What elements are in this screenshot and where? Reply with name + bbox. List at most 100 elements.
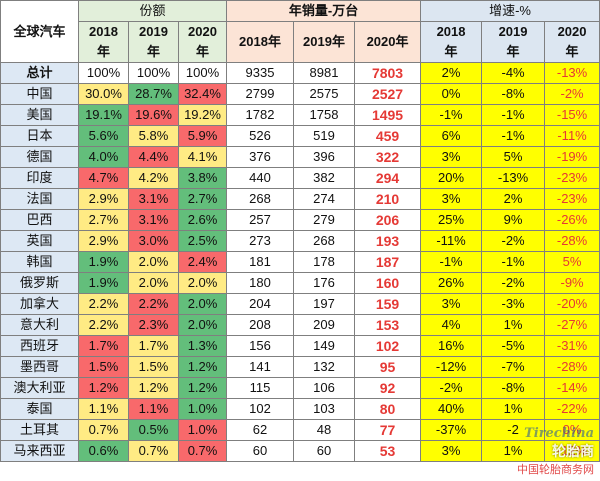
- growth-cell: 3%: [420, 440, 483, 462]
- share-cell: 2.3%: [128, 314, 179, 336]
- sales-cell: 382: [293, 167, 356, 189]
- growth-cell: 2%: [481, 188, 546, 210]
- share-cell: 1.1%: [78, 398, 129, 420]
- table-row: 墨西哥 1.5% 1.5% 1.2% 141 132 95 -12% -7% -28%: [0, 356, 600, 378]
- share-cell: 4.4%: [128, 146, 179, 168]
- country-name: 美国: [0, 104, 79, 126]
- sales-cell: 197: [293, 293, 356, 315]
- growth-cell: -2%: [420, 377, 483, 399]
- growth-cell: -2: [481, 419, 546, 441]
- share-cell: 2.2%: [128, 293, 179, 315]
- share-cell: 4.0%: [78, 146, 129, 168]
- sales-year-header: 2020年: [354, 21, 422, 63]
- sales-cell: 92: [354, 377, 422, 399]
- growth-cell: -11%: [420, 230, 483, 252]
- growth-cell: -8%: [481, 377, 546, 399]
- growth-cell: -22%: [544, 398, 600, 420]
- sales-cell: 208: [226, 314, 295, 336]
- share-cell: 5.8%: [128, 125, 179, 147]
- sales-cell: 209: [293, 314, 356, 336]
- share-cell: 2.0%: [177, 314, 228, 336]
- growth-cell: -2%: [544, 83, 600, 105]
- growth-cell: 3%: [420, 293, 483, 315]
- growth-cell: 20%: [420, 167, 483, 189]
- growth-cell: 25%: [420, 209, 483, 231]
- sales-cell: 1782: [226, 104, 295, 126]
- share-cell: 100%: [78, 62, 129, 84]
- global-auto-sales-table: 全球汽车 份额 年销量-万台 增速-% 2018 年 2019 年 2020 年 20…: [0, 0, 600, 462]
- table-row: 泰国 1.1% 1.1% 1.0% 102 103 80 40% 1% -22%: [0, 398, 600, 420]
- share-cell: 1.9%: [78, 251, 129, 273]
- sales-cell: 396: [293, 146, 356, 168]
- sales-cell: 268: [293, 230, 356, 252]
- share-cell: 0.7%: [128, 440, 179, 462]
- share-cell: 2.7%: [177, 188, 228, 210]
- share-cell: 100%: [177, 62, 228, 84]
- growth-cell: 3%: [420, 146, 483, 168]
- sales-cell: 1495: [354, 104, 422, 126]
- sales-cell: 60: [293, 440, 356, 462]
- share-cell: 3.1%: [128, 188, 179, 210]
- table-row: 印度 4.7% 4.2% 3.8% 440 382 294 20% -13% -23%: [0, 167, 600, 189]
- growth-cell: -1%: [481, 251, 546, 273]
- share-cell: 2.0%: [177, 293, 228, 315]
- share-cell: 2.5%: [177, 230, 228, 252]
- country-name: 巴西: [0, 209, 79, 231]
- growth-cell: 5%: [544, 251, 600, 273]
- growth-cell: 0%: [420, 83, 483, 105]
- share-year-header: 2018 年: [78, 21, 129, 63]
- sales-cell: 153: [354, 314, 422, 336]
- share-cell: 2.0%: [177, 272, 228, 294]
- growth-cell: -12%: [420, 356, 483, 378]
- sales-cell: 77: [354, 419, 422, 441]
- sales-year-header: 2018年: [226, 21, 295, 63]
- table-row: 总计 100% 100% 100% 9335 8981 7803 2% -4% -13%: [0, 62, 600, 84]
- share-cell: 100%: [128, 62, 179, 84]
- sales-cell: 187: [354, 251, 422, 273]
- share-cell: 1.0%: [177, 398, 228, 420]
- sales-cell: 2575: [293, 83, 356, 105]
- sales-cell: 440: [226, 167, 295, 189]
- share-cell: 1.7%: [128, 335, 179, 357]
- country-name: 意大利: [0, 314, 79, 336]
- share-cell: 2.4%: [177, 251, 228, 273]
- share-cell: 1.3%: [177, 335, 228, 357]
- sales-cell: 206: [354, 209, 422, 231]
- growth-cell: -7%: [481, 356, 546, 378]
- country-name: 澳大利亚: [0, 377, 79, 399]
- share-cell: 2.2%: [78, 293, 129, 315]
- table-row: 西班牙 1.7% 1.7% 1.3% 156 149 102 16% -5% -31%: [0, 335, 600, 357]
- growth-cell: -27%: [544, 314, 600, 336]
- sales-cell: 268: [226, 188, 295, 210]
- sales-cell: 176: [293, 272, 356, 294]
- share-cell: 1.2%: [177, 356, 228, 378]
- sales-cell: 210: [354, 188, 422, 210]
- table-row: 德国 4.0% 4.4% 4.1% 376 396 322 3% 5% -19%: [0, 146, 600, 168]
- growth-cell: -1%: [481, 104, 546, 126]
- sales-cell: 181: [226, 251, 295, 273]
- sales-cell: 178: [293, 251, 356, 273]
- share-cell: 1.0%: [177, 419, 228, 441]
- sales-cell: 1758: [293, 104, 356, 126]
- growth-cell: -13%: [481, 167, 546, 189]
- share-year-header: 2019 年: [128, 21, 179, 63]
- sales-cell: 141: [226, 356, 295, 378]
- share-cell: 4.7%: [78, 167, 129, 189]
- share-cell: 30.0%: [78, 83, 129, 105]
- growth-cell: -37%: [420, 419, 483, 441]
- growth-cell: -4%: [481, 62, 546, 84]
- sales-cell: 9335: [226, 62, 295, 84]
- growth-cell: -26%: [544, 209, 600, 231]
- sales-cell: 149: [293, 335, 356, 357]
- share-cell: 1.2%: [177, 377, 228, 399]
- sales-cell: 273: [226, 230, 295, 252]
- sales-cell: 279: [293, 209, 356, 231]
- growth-cell: -12%: [544, 440, 600, 462]
- growth-cell: 1%: [481, 398, 546, 420]
- growth-cell: 5%: [481, 146, 546, 168]
- sales-cell: 103: [293, 398, 356, 420]
- share-cell: 2.7%: [78, 209, 129, 231]
- share-cell: 1.7%: [78, 335, 129, 357]
- country-name: 土耳其: [0, 419, 79, 441]
